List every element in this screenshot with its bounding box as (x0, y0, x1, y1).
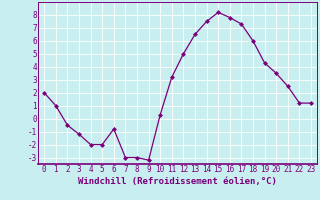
X-axis label: Windchill (Refroidissement éolien,°C): Windchill (Refroidissement éolien,°C) (78, 177, 277, 186)
